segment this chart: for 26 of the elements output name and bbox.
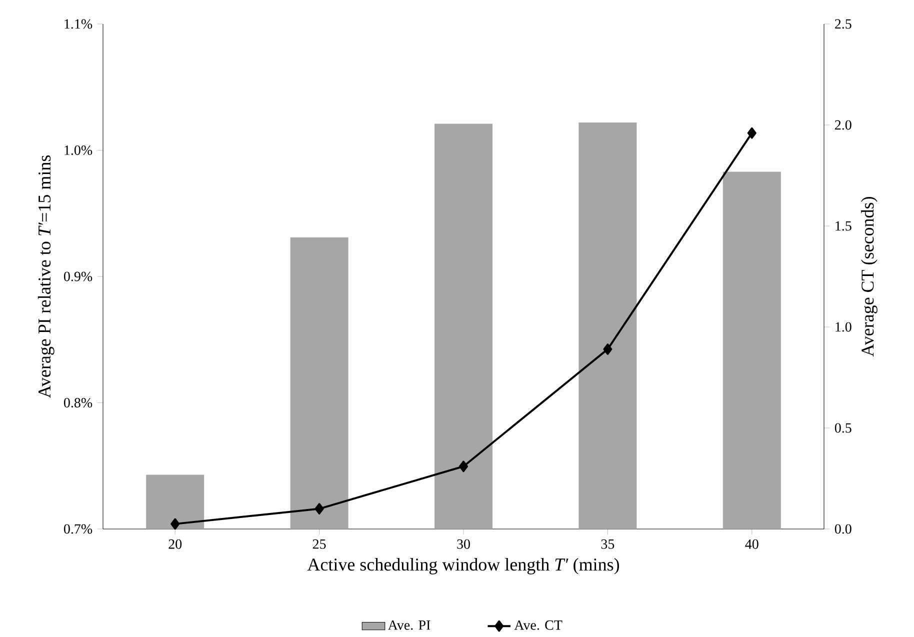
y-tick-label: 0.8% bbox=[64, 398, 92, 408]
y2-tick-label: 0.0 bbox=[834, 524, 852, 534]
legend-label: Ave. CT bbox=[514, 620, 562, 630]
y2-tick-label: 0.5 bbox=[834, 423, 852, 433]
point bbox=[170, 518, 180, 530]
y2-tick-label: 1.5 bbox=[836, 221, 852, 231]
y-tick-label: 0.7% bbox=[64, 524, 92, 534]
y2-tick-label: 2.5 bbox=[835, 19, 852, 29]
x-tick-label: 25 bbox=[312, 539, 326, 549]
y2-tick-label: 1.0 bbox=[836, 322, 852, 332]
x-tick-label: 35 bbox=[601, 539, 614, 549]
y-tick-label: 0.9% bbox=[64, 272, 92, 282]
x-tick-label: 30 bbox=[457, 539, 470, 549]
x-axis-title: Active scheduling window length T′ (mins) bbox=[307, 558, 620, 574]
point bbox=[459, 460, 468, 472]
x-tick-label: 40 bbox=[745, 539, 758, 549]
y2-axis-title: Average CT (seconds) bbox=[861, 196, 878, 357]
x-tick-label: 20 bbox=[168, 539, 182, 549]
point bbox=[603, 344, 612, 355]
y-tick-label: 1.1% bbox=[64, 19, 92, 29]
point bbox=[747, 127, 756, 139]
y2-tick-label: 2.0 bbox=[835, 120, 852, 130]
point bbox=[314, 503, 324, 514]
legend-label: Ave. PI bbox=[388, 620, 430, 630]
y-axis-title: Average PI relative to T′=15 mins bbox=[38, 155, 54, 398]
y-tick-label: 1.0% bbox=[64, 145, 92, 155]
